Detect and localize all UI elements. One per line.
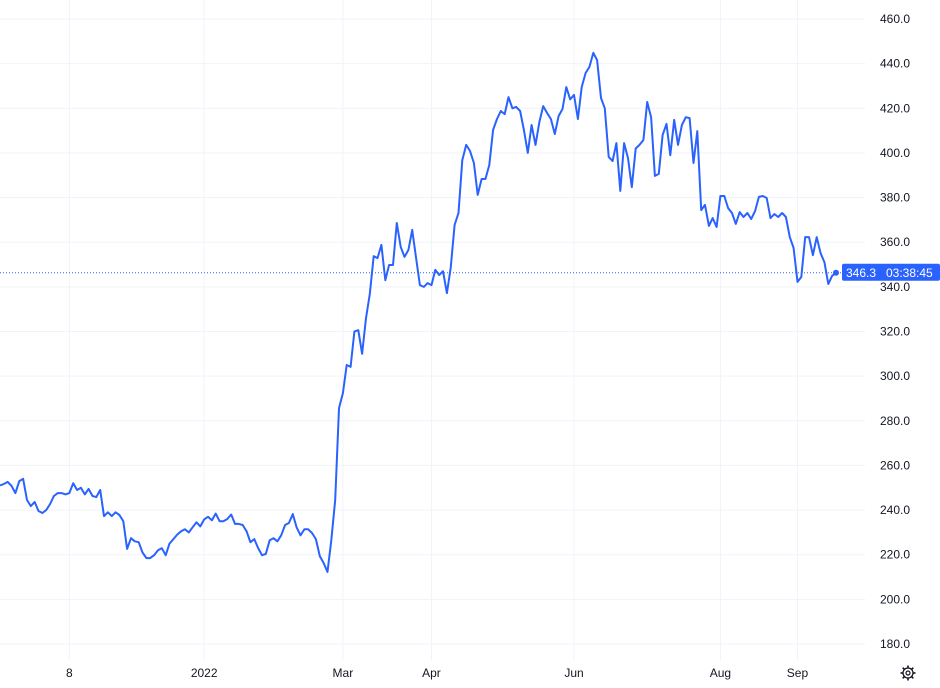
last-price-dot [833,269,839,276]
y-tick-label: 320.0 [880,325,910,339]
y-tick-label: 440.0 [880,57,910,71]
y-tick-label: 460.0 [880,12,910,26]
y-tick-label: 400.0 [880,146,910,160]
grid [0,0,865,660]
bar-countdown: 03:38:45 [886,266,933,280]
y-tick-label: 220.0 [880,548,910,562]
price-axis[interactable]: 180.0 200.0 220.0 240.0 260.0 280.0 300.0 320.0… [880,12,910,651]
y-tick-label: 200.0 [880,592,910,606]
y-tick-label: 340.0 [880,280,910,294]
gear-icon[interactable] [900,665,916,681]
y-tick-label: 300.0 [880,369,910,383]
y-tick-label: 240.0 [880,503,910,517]
y-tick-label: 280.0 [880,414,910,428]
y-tick-label: 380.0 [880,191,910,205]
x-tick-label: Aug [710,666,731,680]
y-tick-label: 180.0 [880,637,910,651]
x-tick-label: Sep [787,666,809,680]
x-tick-label: Apr [422,666,441,680]
x-tick-label: Jun [564,666,583,680]
y-tick-label: 260.0 [880,458,910,472]
last-price-label: 346.3 03:38:45 [842,263,940,281]
time-axis[interactable]: 8 2022 Mar Apr Jun Aug Sep [66,666,808,680]
x-tick-label: Mar [333,666,354,680]
x-tick-label: 2022 [191,666,218,680]
y-tick-label: 360.0 [880,235,910,249]
last-price-value: 346.3 [846,266,876,280]
x-tick-label: 8 [66,666,73,680]
y-tick-label: 420.0 [880,101,910,115]
price-line [0,51,837,573]
